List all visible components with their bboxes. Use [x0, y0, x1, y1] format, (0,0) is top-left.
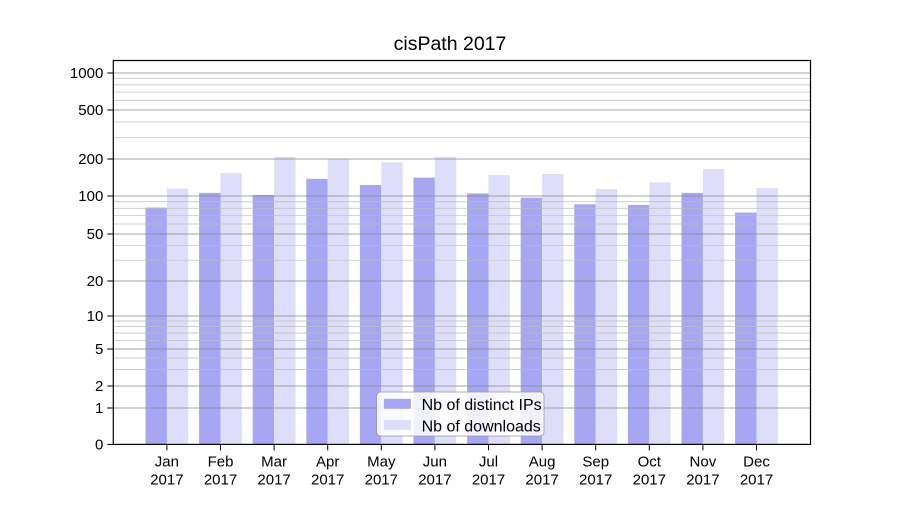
svg-text:Oct: Oct: [638, 453, 662, 470]
svg-text:Sep: Sep: [582, 453, 609, 470]
svg-text:2017: 2017: [579, 471, 612, 488]
svg-text:Mar: Mar: [261, 453, 287, 470]
svg-text:May: May: [367, 453, 396, 470]
svg-text:10: 10: [87, 308, 104, 325]
svg-text:50: 50: [87, 226, 104, 243]
svg-text:2: 2: [95, 378, 103, 395]
svg-text:Jan: Jan: [155, 453, 179, 470]
svg-text:2017: 2017: [204, 471, 237, 488]
svg-text:Nb of distinct IPs: Nb of distinct IPs: [422, 397, 542, 414]
svg-text:cisPath 2017: cisPath 2017: [394, 33, 507, 55]
svg-text:200: 200: [78, 151, 103, 168]
svg-text:2017: 2017: [472, 471, 505, 488]
svg-text:2017: 2017: [633, 471, 666, 488]
svg-text:500: 500: [78, 102, 103, 119]
svg-text:Aug: Aug: [529, 453, 556, 470]
svg-text:Feb: Feb: [208, 453, 234, 470]
svg-text:2017: 2017: [311, 471, 344, 488]
svg-text:2017: 2017: [418, 471, 451, 488]
svg-text:2017: 2017: [150, 471, 183, 488]
svg-text:Jul: Jul: [479, 453, 498, 470]
svg-text:Nov: Nov: [690, 453, 717, 470]
svg-text:Dec: Dec: [743, 453, 770, 470]
svg-text:2017: 2017: [365, 471, 398, 488]
svg-text:Jun: Jun: [423, 453, 447, 470]
svg-text:2017: 2017: [686, 471, 719, 488]
svg-text:5: 5: [95, 341, 103, 358]
svg-text:2017: 2017: [740, 471, 773, 488]
svg-text:2017: 2017: [257, 471, 290, 488]
svg-text:Apr: Apr: [316, 453, 339, 470]
svg-text:Nb of downloads: Nb of downloads: [422, 418, 541, 435]
svg-text:20: 20: [87, 273, 104, 290]
svg-text:1: 1: [95, 400, 103, 417]
svg-text:0: 0: [95, 436, 103, 453]
svg-text:2017: 2017: [525, 471, 558, 488]
svg-text:100: 100: [78, 188, 103, 205]
svg-text:1000: 1000: [70, 65, 103, 82]
